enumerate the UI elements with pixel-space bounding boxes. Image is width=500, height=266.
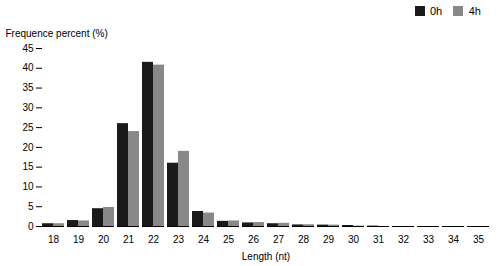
svg-text:45: 45 xyxy=(22,43,34,54)
svg-text:30: 30 xyxy=(22,102,34,113)
svg-text:Length (nt): Length (nt) xyxy=(242,251,290,262)
html-text:4h: 4h xyxy=(468,5,481,18)
svg-text:33: 33 xyxy=(423,234,435,245)
svg-text:24: 24 xyxy=(198,234,210,245)
svg-text:35: 35 xyxy=(22,82,34,93)
svg-text:Frequence percent (%): Frequence percent (%) xyxy=(6,28,108,39)
svg-text:18: 18 xyxy=(48,234,60,245)
svg-text:5: 5 xyxy=(28,201,34,212)
svg-text:31: 31 xyxy=(373,234,385,245)
svg-text:27: 27 xyxy=(273,234,285,245)
svg-text:20: 20 xyxy=(22,142,34,153)
svg-text:15: 15 xyxy=(22,161,34,172)
svg-text:25: 25 xyxy=(22,122,34,133)
html-text:0h: 0h xyxy=(430,5,443,18)
svg-text:23: 23 xyxy=(173,234,185,245)
svg-text:30: 30 xyxy=(348,234,360,245)
svg-text:40: 40 xyxy=(22,62,34,73)
svg-text:22: 22 xyxy=(148,234,160,245)
svg-text:19: 19 xyxy=(73,234,85,245)
svg-text:25: 25 xyxy=(223,234,235,245)
svg-text:0: 0 xyxy=(28,221,34,232)
svg-text:21: 21 xyxy=(123,234,135,245)
svg-text:35: 35 xyxy=(473,234,485,245)
svg-text:26: 26 xyxy=(248,234,260,245)
svg-text:34: 34 xyxy=(448,234,460,245)
svg-text:32: 32 xyxy=(398,234,410,245)
svg-text:10: 10 xyxy=(22,181,34,192)
svg-text:20: 20 xyxy=(98,234,110,245)
svg-text:29: 29 xyxy=(323,234,335,245)
svg-text:28: 28 xyxy=(298,234,310,245)
